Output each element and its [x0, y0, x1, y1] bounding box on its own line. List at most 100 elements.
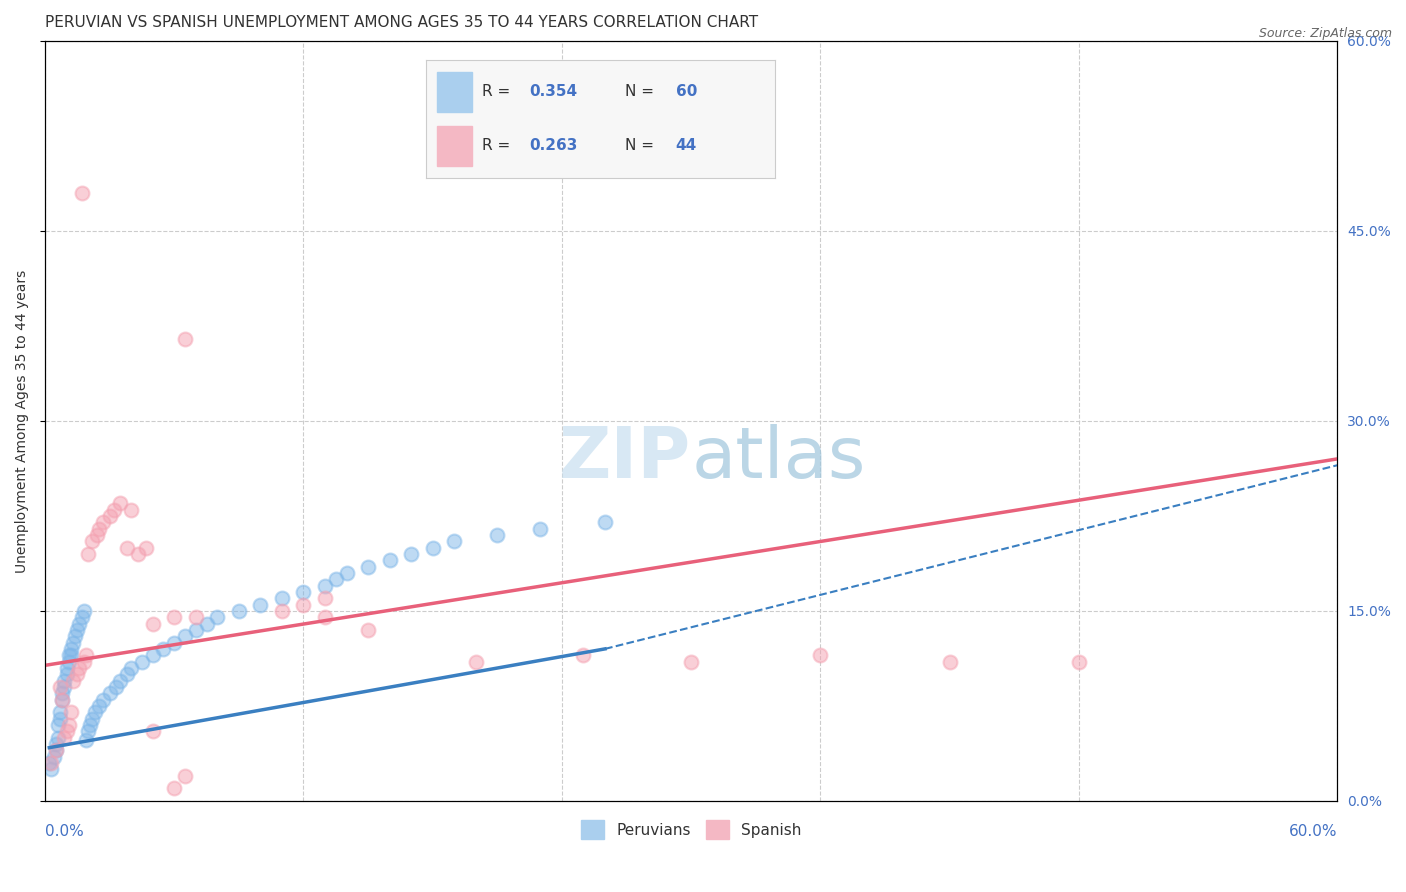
Point — [98, 508, 121, 523]
Point — [184, 623, 207, 637]
Point — [115, 541, 138, 555]
Point — [184, 610, 207, 624]
Point — [207, 610, 229, 624]
Point — [810, 648, 832, 663]
Point — [98, 686, 121, 700]
Point — [67, 661, 90, 675]
Point — [593, 515, 616, 529]
Point — [53, 680, 76, 694]
Point — [42, 749, 65, 764]
Text: Source: ZipAtlas.com: Source: ZipAtlas.com — [1258, 27, 1392, 40]
Point — [314, 578, 336, 592]
Point — [49, 705, 72, 719]
Point — [378, 553, 401, 567]
Point — [45, 737, 67, 751]
Point — [174, 332, 197, 346]
Point — [75, 733, 97, 747]
Point — [87, 522, 110, 536]
Point — [53, 673, 76, 688]
Point — [249, 598, 271, 612]
Point — [163, 635, 186, 649]
Text: ZIP: ZIP — [560, 425, 692, 493]
Point — [142, 724, 165, 739]
Point — [82, 712, 104, 726]
Point — [292, 598, 315, 612]
Point — [66, 667, 89, 681]
Point — [335, 566, 357, 580]
Point — [357, 623, 380, 637]
Point — [87, 698, 110, 713]
Point — [70, 186, 93, 200]
Point — [59, 648, 82, 663]
Point — [135, 541, 157, 555]
Point — [110, 496, 132, 510]
Text: 60.0%: 60.0% — [1289, 823, 1337, 838]
Point — [152, 641, 174, 656]
Point — [77, 547, 100, 561]
Point — [45, 743, 67, 757]
Point — [142, 648, 165, 663]
Point — [73, 604, 96, 618]
Point — [66, 623, 89, 637]
Point — [73, 655, 96, 669]
Point — [77, 724, 100, 739]
Point — [38, 756, 60, 770]
Point — [62, 635, 84, 649]
Point — [49, 680, 72, 694]
Point — [314, 610, 336, 624]
Text: atlas: atlas — [692, 425, 866, 493]
Point — [1067, 655, 1090, 669]
Point — [46, 718, 69, 732]
Point — [62, 673, 84, 688]
Point — [91, 692, 114, 706]
Point — [58, 718, 80, 732]
Point — [55, 667, 77, 681]
Point — [325, 572, 347, 586]
Point — [142, 616, 165, 631]
Point — [399, 547, 422, 561]
Point — [292, 585, 315, 599]
Point — [529, 522, 551, 536]
Point — [681, 655, 703, 669]
Point — [67, 616, 90, 631]
Point — [51, 692, 73, 706]
Point — [75, 648, 97, 663]
Point — [58, 648, 80, 663]
Point — [83, 705, 105, 719]
Point — [131, 655, 153, 669]
Point — [115, 667, 138, 681]
Point — [70, 610, 93, 624]
Point — [443, 534, 465, 549]
Point — [58, 655, 80, 669]
Point — [422, 541, 444, 555]
Point — [55, 724, 77, 739]
Point — [572, 648, 595, 663]
Point — [110, 673, 132, 688]
Text: PERUVIAN VS SPANISH UNEMPLOYMENT AMONG AGES 35 TO 44 YEARS CORRELATION CHART: PERUVIAN VS SPANISH UNEMPLOYMENT AMONG A… — [45, 15, 758, 30]
Point — [357, 559, 380, 574]
Point — [55, 661, 77, 675]
Point — [53, 731, 76, 745]
Point — [938, 655, 960, 669]
Point — [91, 515, 114, 529]
Point — [46, 731, 69, 745]
Point — [59, 705, 82, 719]
Point — [174, 768, 197, 782]
Point — [79, 718, 101, 732]
Point — [271, 591, 294, 606]
Legend: Peruvians, Spanish: Peruvians, Spanish — [574, 813, 808, 847]
Point — [120, 661, 142, 675]
Point — [174, 629, 197, 643]
Point — [486, 528, 509, 542]
Point — [195, 616, 218, 631]
Point — [120, 502, 142, 516]
Point — [49, 712, 72, 726]
Point — [228, 604, 250, 618]
Point — [105, 680, 128, 694]
Point — [127, 547, 149, 561]
Point — [51, 692, 73, 706]
Text: 0.0%: 0.0% — [45, 823, 84, 838]
Y-axis label: Unemployment Among Ages 35 to 44 years: Unemployment Among Ages 35 to 44 years — [15, 269, 30, 573]
Point — [51, 686, 73, 700]
Point — [163, 610, 186, 624]
